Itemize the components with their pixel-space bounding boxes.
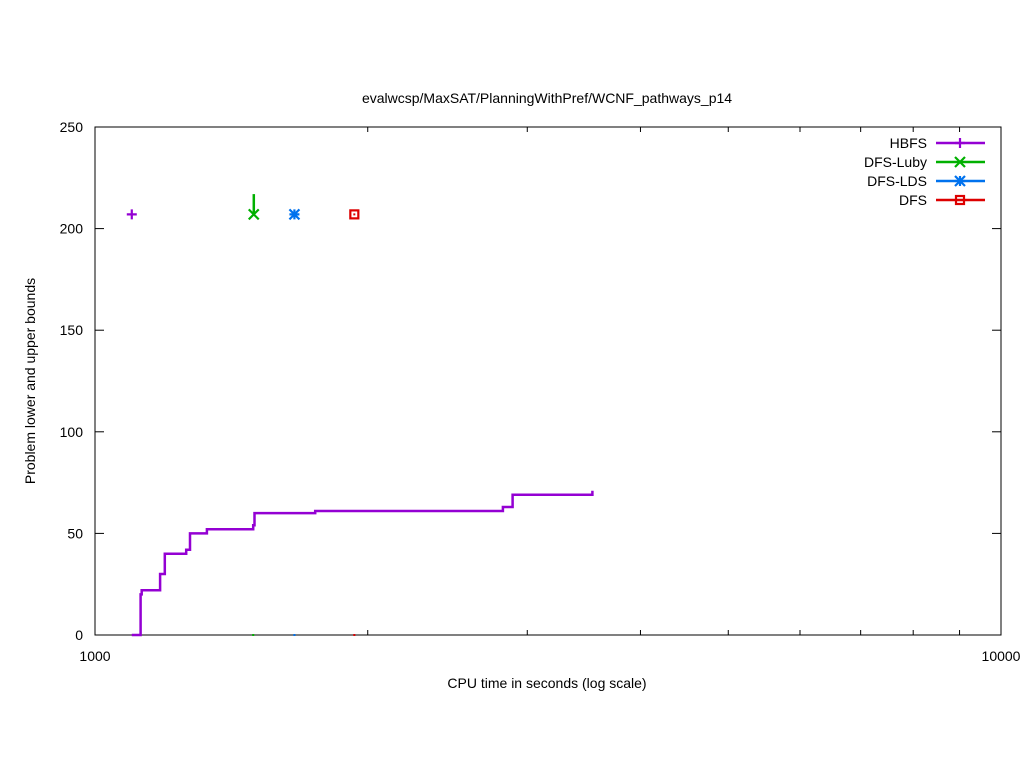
upper-bound-marker-dfs-dot <box>353 213 356 216</box>
y-tick-label: 250 <box>60 119 84 135</box>
x-tick-label: 10000 <box>982 648 1021 664</box>
lower-bound-point-dfs-luby <box>252 634 255 636</box>
y-tick-label: 200 <box>60 221 84 237</box>
upper-bound-marker-dfs-luby <box>247 208 260 221</box>
y-axis-label: Problem lower and upper bounds <box>22 278 38 484</box>
x-tick-label: 1000 <box>79 648 110 664</box>
legend-marker-hbfs <box>955 138 965 148</box>
upper-bound-marker-dfs-lds <box>288 208 301 221</box>
y-tick-label: 150 <box>60 322 84 338</box>
y-tick-label: 100 <box>60 424 84 440</box>
y-tick-label: 0 <box>75 627 83 643</box>
legend-label-dfs: DFS <box>899 192 927 208</box>
legend-label-hbfs: HBFS <box>890 135 927 151</box>
series-dfs-lds <box>288 208 301 636</box>
y-tick-label: 50 <box>67 525 83 541</box>
lower-bound-point-dfs-lds <box>293 634 296 636</box>
series-dfs-luby <box>247 194 260 636</box>
lower-bound-point-dfs <box>353 634 356 636</box>
legend: HBFS DFS-Luby DFS-LDS DFS <box>864 135 985 208</box>
lower-bound-line-hbfs <box>131 490 594 637</box>
series-dfs <box>349 209 360 636</box>
legend-label-dfs-lds: DFS-LDS <box>867 173 927 189</box>
axes: 0 50 100 150 200 250 1000 10000 <box>60 119 1021 664</box>
x-axis-label: CPU time in seconds (log scale) <box>447 675 646 691</box>
upper-bound-marker-hbfs <box>126 209 137 220</box>
legend-marker-dfs <box>954 194 966 206</box>
legend-marker-dfs-lds <box>954 175 966 187</box>
plot-series <box>126 194 594 637</box>
series-hbfs <box>126 209 594 637</box>
legend-marker-dfs-luby <box>954 156 966 168</box>
upper-bound-marker-dfs <box>349 209 360 220</box>
plot-frame <box>94 126 1002 636</box>
legend-label-dfs-luby: DFS-Luby <box>864 154 927 170</box>
legend-marker-dfs-dot <box>959 199 961 201</box>
chart-title: evalwcsp/MaxSAT/PlanningWithPref/WCNF_pa… <box>362 90 732 106</box>
